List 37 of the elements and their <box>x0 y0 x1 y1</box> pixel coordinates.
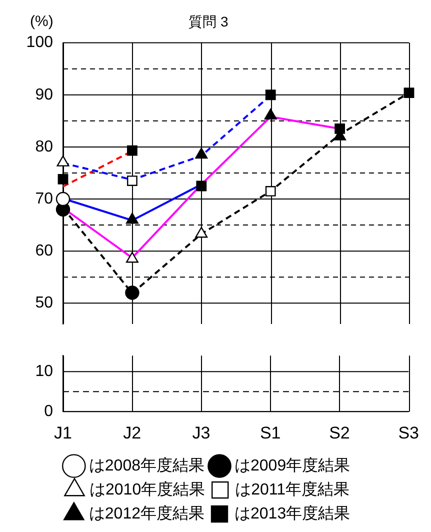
point <box>195 226 208 238</box>
point <box>125 286 140 300</box>
point <box>127 176 138 186</box>
point <box>56 192 70 206</box>
y-tick-label: 50 <box>35 294 54 312</box>
x-tick-label: J2 <box>123 423 142 442</box>
x-tick-label: S1 <box>260 423 281 442</box>
y-tick-label: 0 <box>44 403 54 420</box>
point <box>404 88 414 98</box>
y-tick-label: 10 <box>35 363 54 380</box>
legend-label: は2011年度結果 <box>235 480 350 498</box>
x-tick-label: J1 <box>54 423 72 442</box>
x-tick-label: S3 <box>398 423 419 442</box>
point <box>56 155 70 166</box>
legend-label: は2009年度結果 <box>234 456 350 474</box>
chart-title: 質問 3 <box>188 13 229 30</box>
point <box>126 252 138 263</box>
y-tick-label: 100 <box>26 34 54 52</box>
y-tick-label: 60 <box>35 242 54 260</box>
x-tick-label: J3 <box>192 423 210 442</box>
y-axis-title: (%) <box>30 13 54 30</box>
point <box>196 180 207 192</box>
legend-label: は2012年度結果 <box>88 504 204 522</box>
point <box>265 186 276 196</box>
y-tick-label: 90 <box>35 86 54 104</box>
point <box>126 212 138 224</box>
y-tick-label: 80 <box>35 138 54 156</box>
legend-label: は2008年度結果 <box>88 456 204 474</box>
point <box>195 148 208 159</box>
point <box>264 108 277 120</box>
legend-label: は2010年度結果 <box>90 480 206 498</box>
point <box>265 90 276 100</box>
y-tick-label: 70 <box>35 190 54 208</box>
x-tick-label: S2 <box>329 423 350 442</box>
point <box>127 145 138 156</box>
point <box>58 174 68 184</box>
legend-label: は2013年度結果 <box>234 504 350 522</box>
